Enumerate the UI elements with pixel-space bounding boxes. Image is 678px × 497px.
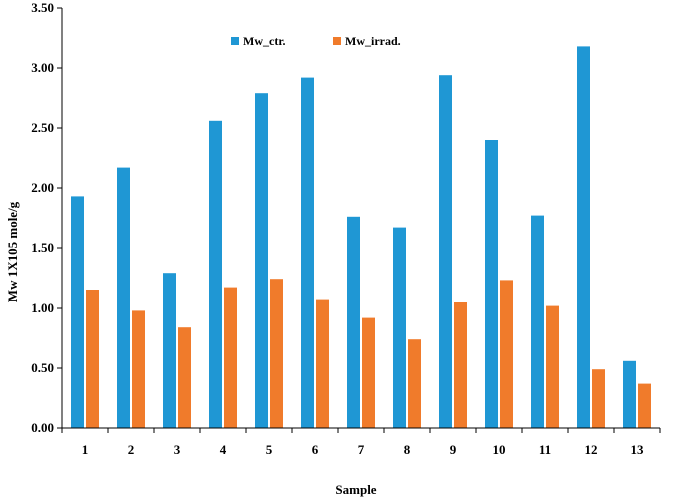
bar-mw-irrad bbox=[86, 290, 99, 428]
bar-mw-ctr bbox=[117, 167, 130, 428]
legend-swatch bbox=[333, 37, 341, 45]
x-tick-label: 9 bbox=[450, 442, 457, 457]
bar-mw-irrad bbox=[316, 299, 329, 428]
bar-mw-ctr bbox=[485, 140, 498, 428]
bar-mw-irrad bbox=[500, 280, 513, 428]
bar-mw-irrad bbox=[546, 305, 559, 428]
x-axis-ticks: 1 2 3 4 5 6 7 8 9 10 11 12 13 bbox=[61, 428, 661, 457]
x-tick-label: 3 bbox=[174, 442, 181, 457]
bar-mw-irrad bbox=[638, 383, 651, 428]
bar-mw-irrad bbox=[270, 279, 283, 428]
x-axis-title: Sample bbox=[335, 482, 376, 497]
y-tick-label: 2.00 bbox=[31, 180, 54, 195]
legend-swatch bbox=[231, 37, 239, 45]
y-tick-label: 0.50 bbox=[31, 360, 54, 375]
y-tick-label: 2.50 bbox=[31, 120, 54, 135]
bar-mw-irrad bbox=[592, 369, 605, 428]
y-axis-ticks: 0.00 0.50 1.00 1.50 2.00 2.50 3.00 3.50 bbox=[31, 0, 62, 435]
bar-series-group bbox=[71, 46, 651, 429]
y-tick-label: 3.50 bbox=[31, 0, 54, 15]
legend-label: Mw_irrad. bbox=[345, 34, 401, 48]
x-tick-label: 11 bbox=[539, 442, 551, 457]
bar-mw-irrad bbox=[408, 339, 421, 428]
bar-mw-ctr bbox=[255, 93, 268, 428]
bar-mw-irrad bbox=[178, 327, 191, 428]
axes bbox=[61, 8, 660, 429]
bar-mw-ctr bbox=[439, 75, 452, 428]
x-tick-label: 5 bbox=[266, 442, 273, 457]
x-tick-label: 12 bbox=[585, 442, 598, 457]
x-tick-label: 4 bbox=[220, 442, 227, 457]
legend: Mw_ctr. Mw_irrad. bbox=[231, 34, 401, 48]
x-tick-label: 10 bbox=[493, 442, 506, 457]
y-tick-label: 1.00 bbox=[31, 300, 54, 315]
bar-mw-ctr bbox=[347, 216, 360, 428]
y-axis-title: Mw 1X105 mole/g bbox=[5, 201, 20, 302]
bar-mw-ctr bbox=[623, 360, 636, 428]
bar-mw-ctr bbox=[393, 227, 406, 428]
x-tick-label: 13 bbox=[631, 442, 645, 457]
bar-mw-irrad bbox=[224, 287, 237, 428]
bar-mw-irrad bbox=[132, 310, 145, 428]
bar-mw-ctr bbox=[531, 215, 544, 428]
x-tick-label: 6 bbox=[312, 442, 319, 457]
y-tick-label: 1.50 bbox=[31, 240, 54, 255]
bar-mw-ctr bbox=[577, 46, 590, 429]
x-tick-label: 8 bbox=[404, 442, 411, 457]
y-tick-label: 0.00 bbox=[31, 420, 54, 435]
bar-mw-ctr bbox=[301, 77, 314, 428]
x-tick-label: 7 bbox=[358, 442, 365, 457]
x-tick-label: 1 bbox=[82, 442, 89, 457]
bar-mw-irrad bbox=[362, 317, 375, 428]
bar-mw-ctr bbox=[71, 196, 84, 428]
legend-label: Mw_ctr. bbox=[243, 34, 286, 48]
y-tick-label: 3.00 bbox=[31, 60, 54, 75]
x-tick-label: 2 bbox=[128, 442, 135, 457]
bar-mw-irrad bbox=[454, 302, 467, 428]
bar-mw-ctr bbox=[163, 273, 176, 428]
bar-mw-ctr bbox=[209, 120, 222, 429]
